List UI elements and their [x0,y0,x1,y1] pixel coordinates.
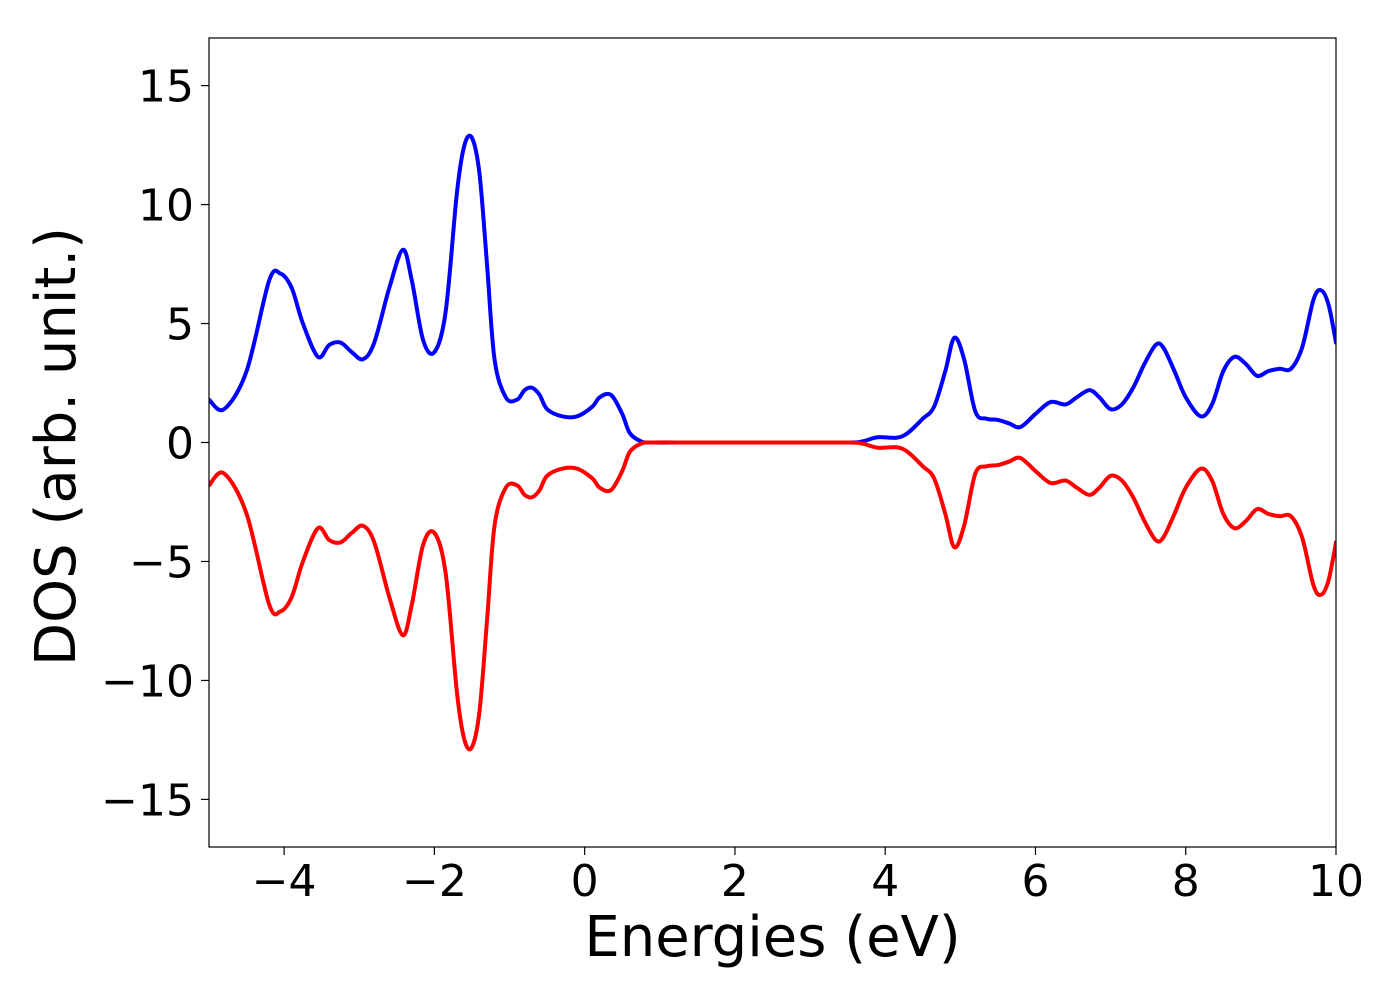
x-tick-label: 8 [1172,856,1200,907]
y-tick-label: 15 [138,62,194,113]
x-tick-label: −4 [252,856,317,907]
series-line-down [209,440,1336,752]
y-tick-label: 10 [138,181,194,232]
x-tick-label: −2 [402,856,467,907]
y-tick-label: −15 [101,775,194,826]
x-tick-label: 4 [871,856,899,907]
y-axis-label: DOS (arb. unit.) [24,227,89,666]
y-tick-label: 5 [166,300,194,351]
x-tick-label: 0 [571,856,599,907]
x-axis-label: Energies (eV) [584,905,960,970]
series-line-up [209,133,1336,445]
x-tick-label: 2 [721,856,749,907]
y-tick-label: 0 [166,419,194,470]
series-layer [209,133,1336,752]
x-tick-label: 6 [1021,856,1049,907]
y-tick-label: −10 [101,656,194,707]
x-ticks: −4 −2 0 2 4 6 8 10 [252,847,1364,907]
y-ticks: 15 10 5 0 −5 −10 −15 [101,62,209,826]
x-tick-label: 10 [1308,856,1364,907]
y-tick-label: −5 [129,537,194,588]
